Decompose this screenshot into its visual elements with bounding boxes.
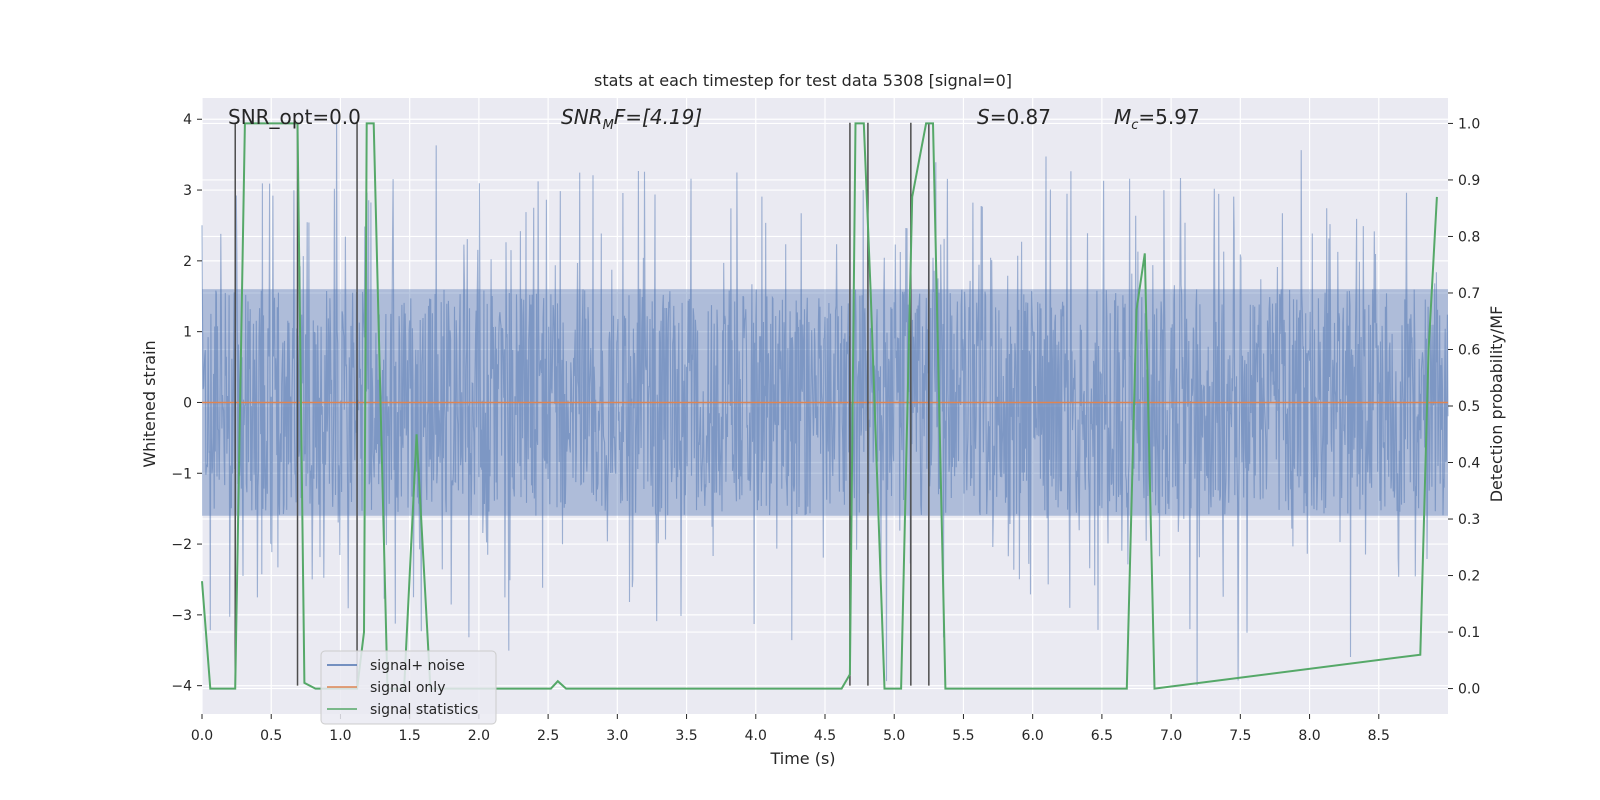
x-tick-label: 2.5 — [537, 728, 559, 744]
x-tick-label: 7.0 — [1160, 728, 1182, 744]
x-tick-label: 2.0 — [468, 728, 490, 744]
y2-tick-label: 0.0 — [1458, 682, 1480, 698]
annotation-snr-opt: SNR_opt=0.0 — [228, 105, 361, 129]
legend-label-signal-statistics: signal statistics — [370, 702, 478, 718]
annotation-s-symbol: S — [977, 105, 990, 129]
x-tick-label: 4.0 — [745, 728, 767, 744]
annotation-mc-subscript: c — [1131, 118, 1138, 133]
y2-tick-label: 0.1 — [1458, 625, 1480, 641]
y-tick-label: 4 — [183, 112, 192, 128]
y2-tick-label: 1.0 — [1458, 116, 1480, 132]
annotation-snr-mf-symbol: SNR — [561, 105, 603, 129]
annotation-snr-mf: SNRMF=[4.19] — [561, 105, 702, 133]
annotation-mc-value: =5.97 — [1138, 105, 1199, 129]
legend-label-signal-noise: signal+ noise — [370, 658, 465, 674]
x-tick-label: 6.5 — [1091, 728, 1113, 744]
x-axis-title: Time (s) — [769, 749, 835, 768]
y-tick-label: −2 — [171, 537, 192, 553]
y2-tick-label: 0.6 — [1458, 342, 1480, 358]
x-tick-label: 3.5 — [675, 728, 697, 744]
y2-tick-label: 0.5 — [1458, 399, 1480, 415]
x-tick-label: 1.0 — [329, 728, 351, 744]
y2-tick-label: 0.8 — [1458, 229, 1480, 245]
y2-axis-title: Detection probability/MF — [1487, 306, 1506, 503]
x-tick-label: 0.0 — [191, 728, 213, 744]
y-tick-label: −1 — [171, 466, 192, 482]
annotation-s-value: =0.87 — [990, 105, 1051, 129]
y-tick-label: 1 — [183, 325, 192, 341]
y2-tick-label: 0.3 — [1458, 512, 1480, 528]
y-tick-label: 0 — [183, 395, 192, 411]
x-tick-label: 6.0 — [1022, 728, 1044, 744]
x-tick-label: 8.0 — [1298, 728, 1320, 744]
x-tick-label: 0.5 — [260, 728, 282, 744]
legend-box — [320, 650, 497, 725]
annotation-mc: Mc=5.97 — [1114, 105, 1200, 133]
annotation-snr-mf-subscript: M — [603, 118, 614, 133]
y2-tick-label: 0.9 — [1458, 173, 1480, 189]
y2-tick-label: 0.4 — [1458, 456, 1480, 472]
x-tick-label: 5.0 — [883, 728, 905, 744]
y-tick-label: −4 — [171, 679, 192, 695]
y2-tick-label: 0.2 — [1458, 569, 1480, 585]
annotation-s: S=0.87 — [977, 105, 1051, 129]
legend-label-signal-only: signal only — [370, 680, 445, 696]
y-axis-title: Whitened strain — [140, 340, 159, 467]
annotation-snr-mf-value: F=[4.19] — [614, 105, 702, 129]
x-tick-label: 5.5 — [952, 728, 974, 744]
legend: signal+ noise signal only signal statist… — [320, 650, 497, 725]
y-tick-label: 2 — [183, 254, 192, 270]
chart-title: stats at each timestep for test data 530… — [594, 71, 1012, 90]
y-tick-label: 3 — [183, 183, 192, 199]
x-tick-label: 4.5 — [814, 728, 836, 744]
x-tick-label: 3.0 — [606, 728, 628, 744]
series-signal-noise — [201, 122, 1449, 686]
x-tick-label: 1.5 — [399, 728, 421, 744]
x-tick-label: 8.5 — [1368, 728, 1390, 744]
y-tick-label: −3 — [171, 608, 192, 624]
y2-tick-label: 0.7 — [1458, 286, 1480, 302]
x-tick-label: 7.5 — [1229, 728, 1251, 744]
annotation-mc-symbol: M — [1114, 105, 1131, 129]
